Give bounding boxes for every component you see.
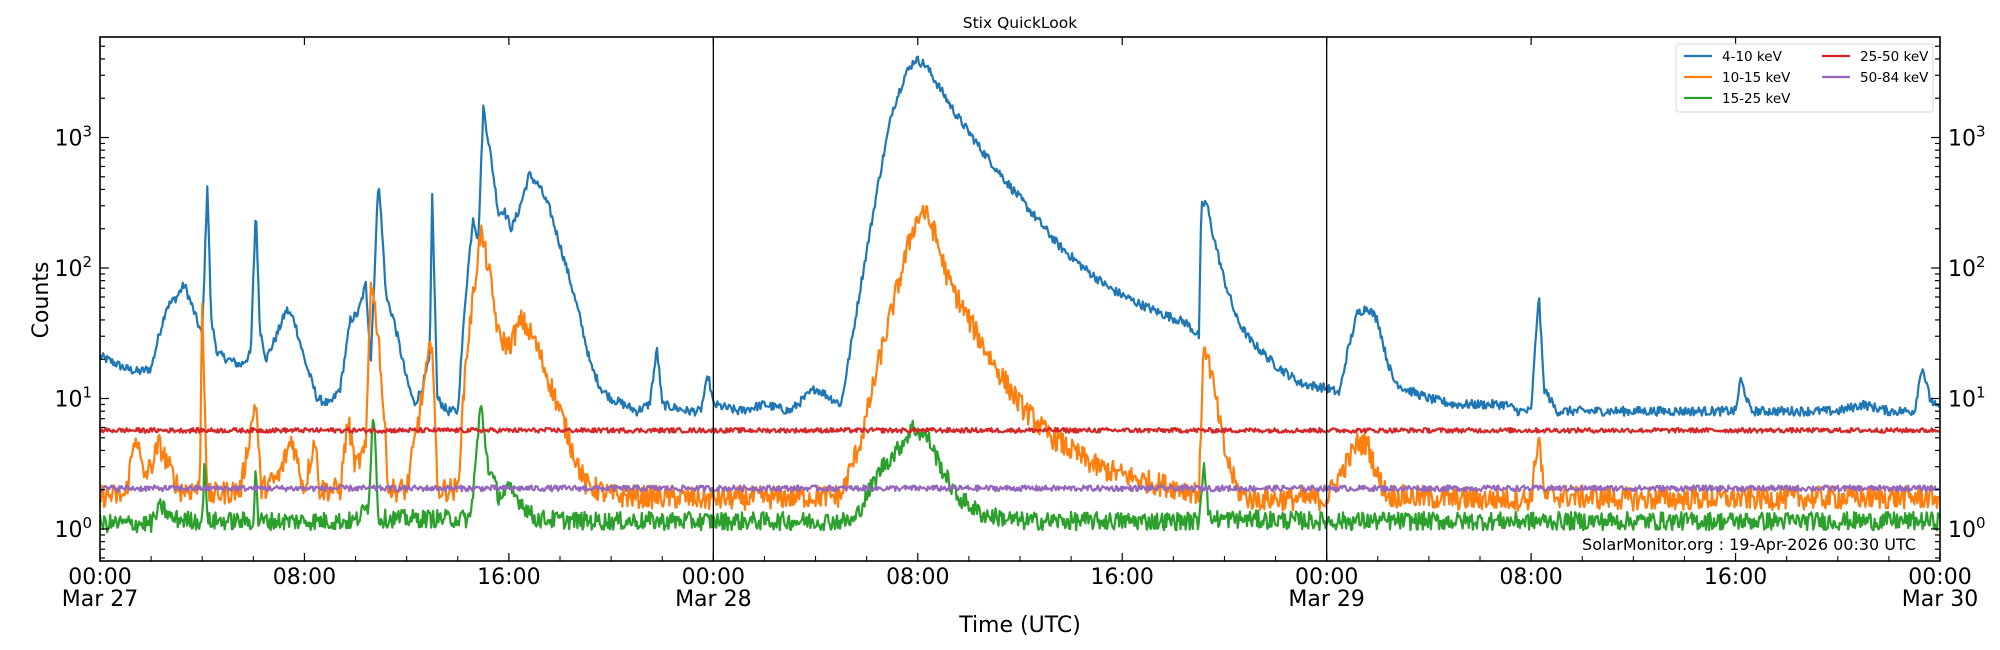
legend-label: 10-15 keV	[1722, 70, 1791, 86]
footer-credit: SolarMonitor.org : 19-Apr-2026 00:30 UTC	[1582, 535, 1916, 554]
series-line-15-25-kev	[100, 405, 1940, 534]
y-tick-label: 102	[1948, 253, 1986, 282]
legend-label: 50-84 keV	[1860, 70, 1929, 86]
y-tick-label: 101	[1948, 384, 1986, 413]
y-tick-label: 102	[54, 253, 92, 282]
y-tick-label: 100	[1948, 514, 1986, 543]
legend-box	[1675, 43, 1934, 113]
x-tick-date-label: Mar 27	[62, 587, 139, 612]
y-tick-label: 101	[54, 384, 92, 413]
y-axis-label: Counts	[29, 262, 54, 339]
x-tick-label: 00:00	[1295, 565, 1358, 590]
x-tick-label: 08:00	[273, 565, 336, 590]
y-tick-label: 103	[1948, 123, 1986, 152]
x-axis-label: Time (UTC)	[958, 613, 1081, 638]
x-tick-date-label: Mar 30	[1902, 587, 1979, 612]
series-line-25-50-kev	[100, 426, 1940, 434]
x-tick-label: 08:00	[1499, 565, 1562, 590]
day-separators	[712, 37, 1328, 561]
series-line-10-15-kev	[100, 204, 1940, 512]
x-tick-label: 00:00	[682, 565, 745, 590]
x-tick-label: 08:00	[886, 565, 949, 590]
x-tick-label: 00:00	[68, 565, 131, 590]
legend-label: 4-10 keV	[1722, 49, 1783, 65]
legend-label: 25-50 keV	[1860, 49, 1929, 65]
chart-title: Stix QuickLook	[963, 14, 1077, 32]
x-tick-label: 00:00	[1908, 565, 1971, 590]
x-tick-label: 16:00	[1091, 565, 1154, 590]
x-tick-label: 16:00	[477, 565, 540, 590]
series-layer	[100, 55, 1940, 534]
legend: 4-10 keV 10-15 keV 15-25 keV 25-50 keV 50-84…	[1675, 43, 1934, 113]
x-tick-label: 16:00	[1704, 565, 1767, 590]
series-line-4-10-kev	[100, 55, 1940, 417]
legend-label: 15-25 keV	[1722, 91, 1791, 107]
series-line-50-84-kev	[100, 484, 1940, 493]
y-tick-label: 100	[54, 514, 92, 543]
x-tick-date-label: Mar 29	[1288, 587, 1365, 612]
x-tick-date-label: Mar 28	[675, 587, 752, 612]
y-tick-label: 103	[54, 123, 92, 152]
y-axis-ticks: 100 100 101 101 102 102 103 103	[54, 45, 1986, 559]
